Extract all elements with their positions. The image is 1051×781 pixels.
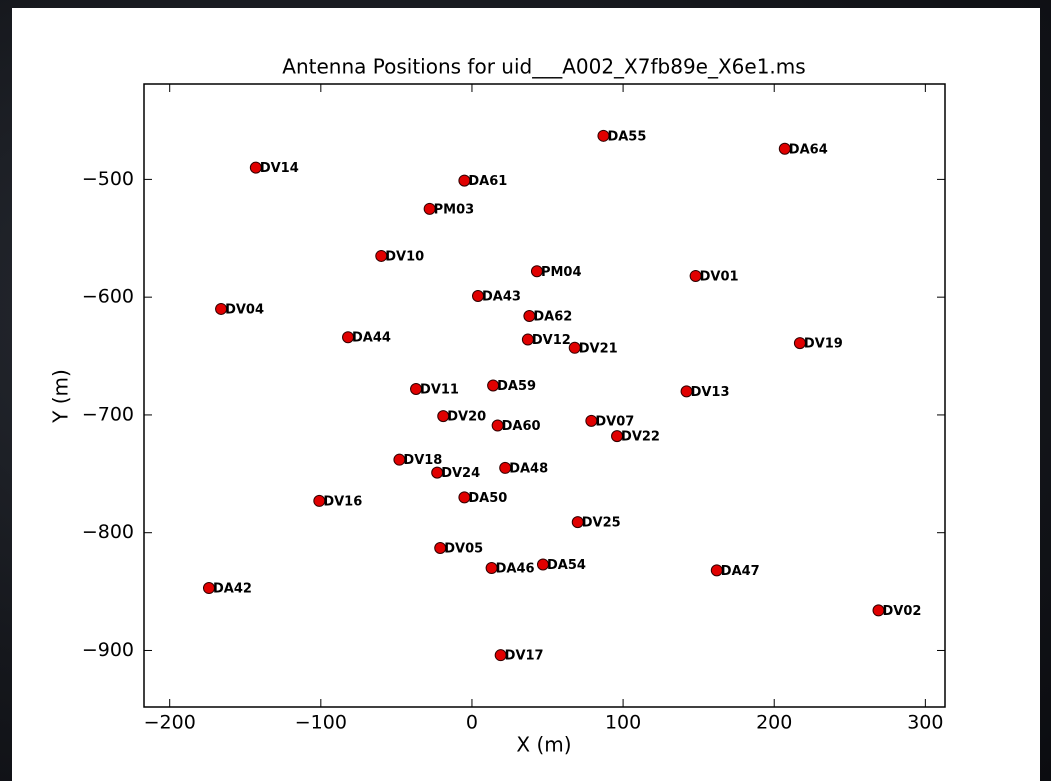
antenna-point <box>491 419 504 432</box>
antenna-point <box>410 383 423 396</box>
antenna-point <box>793 337 806 350</box>
antenna-point <box>611 430 624 443</box>
antenna-label: DV02 <box>883 604 922 619</box>
antenna-point <box>597 129 610 142</box>
antenna-label: DV01 <box>700 269 739 284</box>
x-tick-label: 0 <box>466 712 478 734</box>
antenna-point <box>202 582 215 595</box>
y-tick-label: −900 <box>82 639 134 661</box>
antenna-label: DV18 <box>403 453 442 468</box>
antenna-label: DA54 <box>547 558 586 573</box>
antenna-point <box>680 385 693 398</box>
antenna-point <box>393 453 406 466</box>
antenna-point <box>249 161 262 174</box>
antenna-point <box>342 331 355 344</box>
antenna-label: DV19 <box>804 337 843 352</box>
antenna-label: DV12 <box>532 333 571 348</box>
antenna-label: DV14 <box>260 161 299 176</box>
antenna-label: PM03 <box>434 202 475 217</box>
antenna-label: DA62 <box>533 310 572 325</box>
antenna-point <box>487 379 500 392</box>
antenna-label: DA55 <box>607 129 646 144</box>
antenna-label: DA61 <box>468 174 507 189</box>
x-tick-label: 200 <box>756 712 792 734</box>
plot-area <box>143 83 946 708</box>
antenna-point <box>437 410 450 423</box>
x-tick-label: 300 <box>907 712 943 734</box>
antenna-point <box>521 333 534 346</box>
antenna-point <box>485 562 498 575</box>
antenna-label: DV11 <box>420 383 459 398</box>
antenna-label: DV20 <box>447 410 486 425</box>
antenna-label: DA50 <box>468 491 507 506</box>
antenna-label: DV13 <box>691 385 730 400</box>
antenna-label: DV04 <box>225 302 264 317</box>
antenna-point <box>375 249 388 262</box>
antenna-label: DA60 <box>502 419 541 434</box>
antenna-point <box>585 414 598 427</box>
antenna-label: DA43 <box>482 289 521 304</box>
antenna-point <box>215 302 228 315</box>
antenna-point <box>523 310 536 323</box>
y-tick-label: −800 <box>82 521 134 543</box>
antenna-point <box>530 265 543 278</box>
antenna-point <box>778 142 791 155</box>
antenna-label: DV25 <box>582 516 621 531</box>
antenna-point <box>494 649 507 662</box>
antenna-point <box>571 516 584 529</box>
x-tick-label: −100 <box>295 712 347 734</box>
antenna-label: DA47 <box>721 564 760 579</box>
antenna-point <box>458 491 471 504</box>
antenna-label: DA46 <box>496 562 535 577</box>
antenna-label: DA64 <box>789 142 828 157</box>
antenna-point <box>710 564 723 577</box>
antenna-label: PM04 <box>541 265 582 280</box>
antenna-label: DV24 <box>441 466 480 481</box>
x-tick-label: −200 <box>144 712 196 734</box>
antenna-label: DA48 <box>509 461 548 476</box>
antenna-point <box>568 341 581 354</box>
antenna-point <box>431 466 444 479</box>
y-axis-label: Y (m) <box>49 369 73 424</box>
x-axis-label: X (m) <box>516 733 571 757</box>
y-tick-label: −600 <box>82 286 134 308</box>
antenna-label: DA59 <box>497 379 536 394</box>
antenna-label: DA42 <box>213 582 252 597</box>
antenna-label: DA44 <box>352 331 391 346</box>
antenna-point <box>872 604 885 617</box>
antenna-point <box>423 202 436 215</box>
antenna-point <box>499 461 512 474</box>
y-tick-label: −500 <box>82 168 134 190</box>
antenna-label: DV16 <box>323 494 362 509</box>
antenna-point <box>536 558 549 571</box>
antenna-label: DV21 <box>579 341 618 356</box>
antenna-point <box>434 542 447 555</box>
antenna-label: DV17 <box>505 649 544 664</box>
antenna-point <box>313 494 326 507</box>
antenna-label: DV05 <box>444 542 483 557</box>
antenna-point <box>689 269 702 282</box>
x-tick-label: 100 <box>605 712 641 734</box>
antenna-label: DV07 <box>595 414 634 429</box>
antenna-label: DV22 <box>621 430 660 445</box>
antenna-label: DV10 <box>385 249 424 264</box>
antenna-point <box>458 174 471 187</box>
y-tick-label: −700 <box>82 403 134 425</box>
chart-title: Antenna Positions for uid___A002_X7fb89e… <box>282 55 805 79</box>
antenna-point <box>472 289 485 302</box>
